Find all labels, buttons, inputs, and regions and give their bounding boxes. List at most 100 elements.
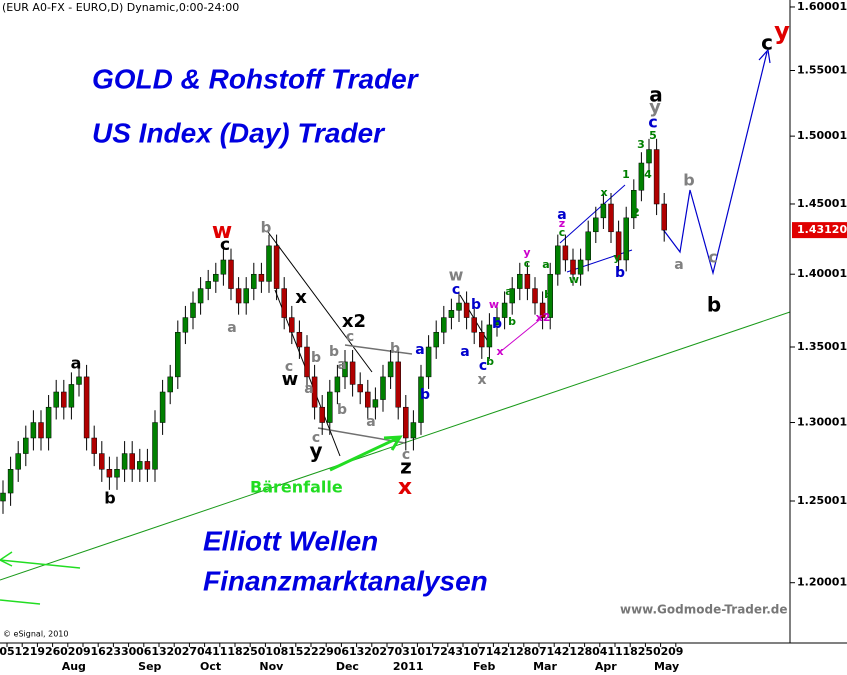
candle-body [15,453,21,470]
candle-body [76,376,82,385]
wave-label: b [261,219,272,237]
x-tick-label: 29 [319,645,334,658]
candle-body [456,302,462,311]
wave-label: x [600,186,607,199]
x-tick-label: 12 [15,645,30,658]
wave-label: a [505,285,512,298]
wave-label: c [452,282,460,298]
x-tick-label: 27 [182,645,197,658]
x-tick-label: 18 [623,645,638,658]
candle-body [304,346,310,378]
wave-label: a [649,83,663,107]
wave-label: 5 [649,129,657,142]
candle-body [137,461,143,470]
candle-body [623,217,629,261]
candle-body [494,317,500,326]
candle-body [448,310,455,318]
x-tick-label: 22 [303,645,318,658]
candle-body [387,361,394,378]
candle-body [251,273,257,289]
candle-body [638,162,645,191]
wave-label: c [479,358,487,374]
candle-body [30,422,37,439]
projection-path [661,51,768,276]
wave-label: a [460,344,469,360]
candle-body [99,453,105,470]
channel-line [499,312,549,353]
candle-body [661,203,667,231]
copyright: © eSignal, 2010 [3,630,68,639]
x-tick-label: 14 [547,645,563,658]
x-tick-label: 11 [212,645,227,658]
x-tick-label: 02 [653,645,668,658]
month-label: Sep [138,660,161,673]
x-tick-label: 11 [607,645,622,658]
wave-label: b [471,297,481,313]
candle-body [615,231,622,261]
x-tick-label: 20 [167,645,183,658]
wave-label: x [496,345,503,358]
candle-body [38,422,44,439]
candle-body [585,231,591,261]
wave-label: y [613,251,620,264]
wave-label: b [492,316,502,332]
last-price-label: 1.43120 [797,223,847,236]
trap-arrow [329,436,399,472]
candle-body [190,302,196,318]
month-label: Aug [62,660,86,673]
wave-label: c [220,235,230,255]
wave-label: b [683,171,694,190]
candle-body [577,259,584,275]
x-tick-label: 27 [379,645,394,658]
candle-body [159,391,166,423]
x-tick-label: 16 [91,645,107,658]
wave-label: b [615,265,625,281]
candle-body [562,245,569,261]
wave-label: a [71,354,82,373]
y-tick-label: 1.250013 [797,494,847,507]
wave-label: a [542,258,549,271]
y-tick-label: 1.450015 [797,197,847,210]
wave-label: c [559,226,566,239]
candle-body [83,376,90,439]
wave-label: c [402,447,410,463]
x-tick-label: 06 [136,645,152,658]
x-tick-label: 20 [364,645,380,658]
x-tick-label: 02 [60,645,75,658]
x-tick-label: 13 [349,645,364,658]
headline: Elliott Wellen [203,525,378,556]
x-tick-label: 18 [227,645,242,658]
candle-body [349,361,356,385]
candle-body [357,384,363,393]
wave-label: z [400,455,412,479]
projection-arrow-head [758,48,771,64]
y-tick-label: 1.350014 [797,340,847,353]
left-arrow-head [0,551,13,567]
trap-arrow-head [383,435,403,451]
wave-label: b [420,387,430,403]
x-tick-label: 25 [638,645,653,658]
last-price-box [792,222,847,239]
candle-body [646,149,652,164]
y-tick-label: 1.550016 [797,64,847,77]
x-tick-label: 21 [562,645,577,658]
x-tick-label: 30 [121,645,137,658]
wave-label: b [486,355,494,368]
y-tick-label: 1.200012 [797,576,847,589]
x-tick-label: 04 [197,645,213,658]
candle-body [555,245,561,275]
x-tick-label: 19 [30,645,45,658]
website: www.Godmode-Trader.de [620,603,788,617]
x-tick-label: 04 [592,645,608,658]
candle-body [433,331,439,348]
candle-body [342,361,348,378]
candle-body [114,469,120,478]
y-tick-label: 1.500015 [797,129,847,142]
x-tick-label: 25 [243,645,258,658]
candle-body [7,469,14,494]
candle-body [175,331,181,378]
x-tick-label: 15 [288,645,303,658]
wave-label: x2 [342,311,366,332]
candle-body [319,406,325,423]
